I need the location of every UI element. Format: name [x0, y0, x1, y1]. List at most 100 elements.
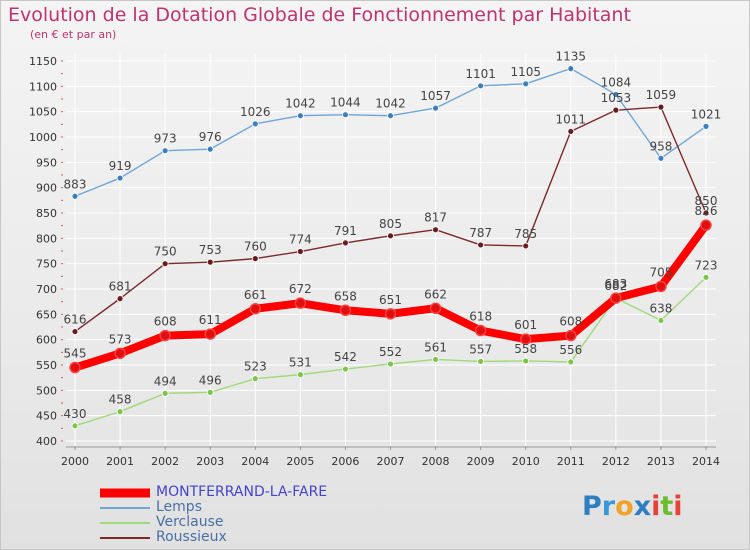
data-point	[296, 371, 304, 379]
data-point	[206, 258, 214, 266]
data-point	[387, 112, 394, 120]
logo-letter: o	[615, 491, 634, 522]
logo-letter: i	[651, 491, 661, 522]
data-label: 552	[379, 345, 402, 359]
data-label: 683	[604, 277, 627, 291]
x-tick-label: 2014	[692, 455, 720, 468]
data-label: 458	[109, 393, 132, 407]
x-tick-label: 2013	[647, 455, 675, 468]
data-point	[477, 358, 485, 365]
data-point	[519, 333, 532, 345]
legend-label: Lemps	[156, 499, 202, 515]
data-label: 705	[649, 265, 672, 279]
data-label: 608	[559, 315, 582, 329]
data-label: 672	[289, 282, 312, 296]
data-label: 651	[379, 293, 402, 307]
x-tick-label: 2006	[331, 455, 359, 468]
data-label: 1042	[375, 97, 406, 111]
series	[69, 65, 712, 430]
data-point	[342, 111, 349, 119]
data-point	[204, 328, 216, 340]
data-point	[114, 347, 126, 360]
chart-title: Evolution de la Dotation Globale de Fonc…	[8, 4, 631, 26]
data-label: 1059	[646, 88, 677, 102]
data-label: 826	[695, 204, 718, 218]
data-point	[384, 308, 397, 320]
data-point	[116, 174, 124, 182]
data-label: 1101	[465, 67, 496, 81]
data-label: 1105	[510, 65, 541, 79]
data-label: 791	[334, 224, 357, 238]
x-tick-label: 2010	[512, 455, 540, 468]
x-tick-label: 2008	[422, 455, 450, 468]
data-point	[161, 389, 169, 397]
data-point	[610, 292, 622, 304]
data-point	[294, 297, 307, 309]
legend-swatch	[100, 488, 150, 497]
data-label: 723	[695, 258, 718, 272]
data-point	[342, 239, 349, 247]
y-tick-label: 1150	[29, 55, 57, 68]
data-point	[567, 128, 575, 135]
data-point	[612, 91, 620, 98]
data-point	[612, 106, 620, 114]
data-point	[387, 360, 394, 368]
data-label: 556	[559, 343, 582, 357]
data-point	[522, 242, 530, 250]
data-label: 662	[424, 287, 447, 301]
data-label: 1026	[240, 105, 271, 119]
logo-letter: i	[673, 491, 683, 522]
data-label: 638	[649, 301, 672, 315]
data-point	[387, 232, 394, 240]
data-label: 523	[244, 360, 267, 374]
data-point	[206, 388, 214, 396]
x-tick-label: 2004	[241, 455, 269, 468]
data-label: 682	[604, 279, 627, 293]
data-label: 1011	[556, 112, 587, 126]
data-label: 561	[424, 340, 447, 354]
data-point	[477, 82, 485, 90]
data-label: 611	[199, 313, 222, 327]
x-tick-label: 2009	[467, 455, 495, 468]
legend-item: Verclause	[100, 515, 430, 530]
data-point	[342, 365, 349, 373]
data-point	[567, 358, 575, 366]
legend-item: Roussieux	[100, 530, 430, 545]
y-tick-label: 1100	[29, 80, 57, 93]
data-label: 681	[109, 280, 132, 294]
data-point	[477, 241, 485, 249]
y-tick-label: 600	[36, 334, 57, 347]
axes: 400 450 500 550 600 650 700 750 800 850 900 950 1000…	[29, 55, 720, 468]
data-point	[522, 80, 530, 88]
y-tick-label: 850	[36, 207, 57, 220]
x-tick-label: 2003	[196, 455, 224, 468]
x-tick-label: 2000	[61, 455, 89, 468]
data-label: 1135	[556, 50, 587, 64]
data-label: 753	[199, 243, 222, 257]
data-label: 1057	[420, 89, 451, 103]
y-tick-label: 950	[36, 156, 57, 169]
data-point	[71, 422, 79, 430]
data-point	[702, 273, 710, 281]
data-label: 573	[109, 332, 132, 346]
data-point	[567, 65, 575, 72]
x-tick-label: 2002	[151, 455, 179, 468]
data-point	[700, 219, 712, 231]
legend-swatch	[100, 506, 150, 509]
data-label: 430	[64, 407, 87, 421]
y-tick-label: 550	[36, 359, 57, 372]
data-label: 919	[109, 159, 132, 173]
data-label: 531	[289, 356, 312, 370]
data-label: 661	[244, 288, 267, 302]
data-label: 1053	[601, 91, 632, 105]
y-tick-label: 650	[36, 308, 57, 321]
data-label: 805	[379, 217, 402, 231]
data-label: 817	[424, 211, 447, 225]
legend-label: MONTFERRAND-LA-FARE	[156, 484, 328, 500]
logo-letter: r	[601, 491, 616, 522]
data-point	[657, 154, 665, 162]
y-tick-label: 1050	[29, 106, 57, 119]
logo-letter: x	[633, 491, 652, 522]
